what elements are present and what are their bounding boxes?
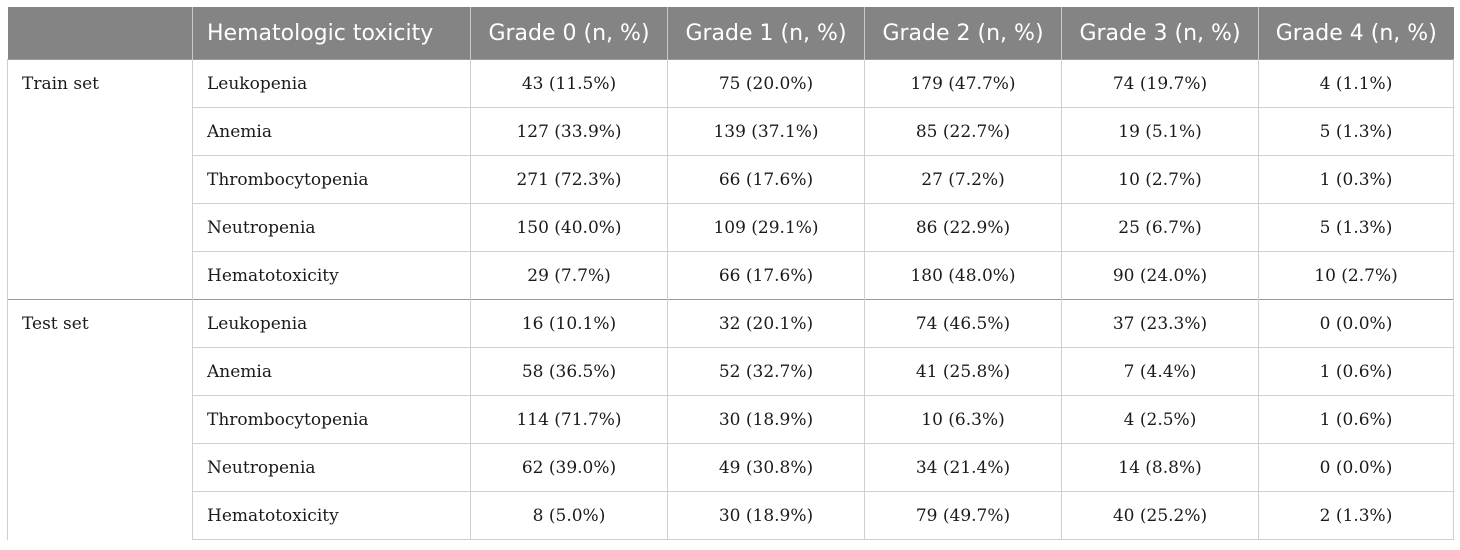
hematologic-toxicity-table: Hematologic toxicity Grade 0 (n, %) Grad… (7, 7, 1454, 540)
cell-grade-1: 109 (29.1%) (667, 203, 865, 252)
cell-grade-4: 1 (0.3%) (1258, 155, 1454, 204)
group-label-train: Train set (7, 59, 193, 300)
cell-grade-4: 5 (1.3%) (1258, 107, 1454, 156)
cell-grade-3: 14 (8.8%) (1061, 443, 1259, 492)
cell-grade-0: 58 (36.5%) (470, 347, 668, 396)
cell-grade-1: 30 (18.9%) (667, 491, 865, 540)
cell-grade-3: 25 (6.7%) (1061, 203, 1259, 252)
cell-grade-1: 52 (32.7%) (667, 347, 865, 396)
cell-grade-1: 66 (17.6%) (667, 155, 865, 204)
header-cell-group (7, 7, 193, 60)
cell-grade-3: 90 (24.0%) (1061, 251, 1259, 300)
cell-grade-2: 86 (22.9%) (864, 203, 1062, 252)
header-cell-grade-3: Grade 3 (n, %) (1061, 7, 1259, 60)
row-name: Thrombocytopenia (192, 155, 471, 204)
cell-grade-2: 85 (22.7%) (864, 107, 1062, 156)
row-name: Hematotoxicity (192, 251, 471, 300)
table-row: Anemia 127 (33.9%) 139 (37.1%) 85 (22.7%… (8, 107, 1454, 156)
cell-grade-1: 30 (18.9%) (667, 395, 865, 444)
cell-grade-0: 271 (72.3%) (470, 155, 668, 204)
table-row: Hematotoxicity 8 (5.0%) 30 (18.9%) 79 (4… (8, 491, 1454, 540)
cell-grade-4: 0 (0.0%) (1258, 299, 1454, 348)
cell-grade-4: 4 (1.1%) (1258, 59, 1454, 108)
cell-grade-4: 0 (0.0%) (1258, 443, 1454, 492)
header-row: Hematologic toxicity Grade 0 (n, %) Grad… (7, 7, 1454, 60)
cell-grade-4: 10 (2.7%) (1258, 251, 1454, 300)
cell-grade-2: 74 (46.5%) (864, 299, 1062, 348)
cell-grade-3: 4 (2.5%) (1061, 395, 1259, 444)
cell-grade-4: 2 (1.3%) (1258, 491, 1454, 540)
cell-grade-4: 5 (1.3%) (1258, 203, 1454, 252)
cell-grade-0: 8 (5.0%) (470, 491, 668, 540)
row-name: Anemia (192, 107, 471, 156)
cell-grade-1: 49 (30.8%) (667, 443, 865, 492)
table-row: Hematotoxicity 29 (7.7%) 66 (17.6%) 180 … (8, 251, 1454, 300)
row-name: Anemia (192, 347, 471, 396)
cell-grade-0: 16 (10.1%) (470, 299, 668, 348)
cell-grade-1: 32 (20.1%) (667, 299, 865, 348)
cell-grade-4: 1 (0.6%) (1258, 395, 1454, 444)
cell-grade-4: 1 (0.6%) (1258, 347, 1454, 396)
cell-grade-0: 29 (7.7%) (470, 251, 668, 300)
cell-grade-3: 19 (5.1%) (1061, 107, 1259, 156)
table-row: Neutropenia 62 (39.0%) 49 (30.8%) 34 (21… (8, 443, 1454, 492)
cell-grade-1: 75 (20.0%) (667, 59, 865, 108)
table-row: Anemia 58 (36.5%) 52 (32.7%) 41 (25.8%) … (8, 347, 1454, 396)
group-label-test: Test set (7, 299, 193, 540)
toxicity-table-container: Hematologic toxicity Grade 0 (n, %) Grad… (7, 7, 1454, 540)
cell-grade-3: 74 (19.7%) (1061, 59, 1259, 108)
cell-grade-2: 79 (49.7%) (864, 491, 1062, 540)
row-name: Leukopenia (192, 59, 471, 108)
cell-grade-1: 66 (17.6%) (667, 251, 865, 300)
cell-grade-2: 34 (21.4%) (864, 443, 1062, 492)
cell-grade-0: 127 (33.9%) (470, 107, 668, 156)
header-cell-toxicity: Hematologic toxicity (192, 7, 471, 60)
cell-grade-2: 179 (47.7%) (864, 59, 1062, 108)
cell-grade-3: 37 (23.3%) (1061, 299, 1259, 348)
row-name: Hematotoxicity (192, 491, 471, 540)
cell-grade-2: 180 (48.0%) (864, 251, 1062, 300)
cell-grade-3: 40 (25.2%) (1061, 491, 1259, 540)
cell-grade-3: 7 (4.4%) (1061, 347, 1259, 396)
cell-grade-2: 41 (25.8%) (864, 347, 1062, 396)
row-name: Neutropenia (192, 443, 471, 492)
cell-grade-0: 62 (39.0%) (470, 443, 668, 492)
cell-grade-2: 27 (7.2%) (864, 155, 1062, 204)
header-cell-grade-4: Grade 4 (n, %) (1258, 7, 1454, 60)
cell-grade-1: 139 (37.1%) (667, 107, 865, 156)
cell-grade-0: 43 (11.5%) (470, 59, 668, 108)
table-row: Neutropenia 150 (40.0%) 109 (29.1%) 86 (… (8, 203, 1454, 252)
cell-grade-2: 10 (6.3%) (864, 395, 1062, 444)
cell-grade-0: 114 (71.7%) (470, 395, 668, 444)
row-name: Leukopenia (192, 299, 471, 348)
header-cell-grade-2: Grade 2 (n, %) (864, 7, 1062, 60)
cell-grade-0: 150 (40.0%) (470, 203, 668, 252)
table-row: Thrombocytopenia 114 (71.7%) 30 (18.9%) … (8, 395, 1454, 444)
cell-grade-3: 10 (2.7%) (1061, 155, 1259, 204)
row-name: Thrombocytopenia (192, 395, 471, 444)
table-row: Train set Leukopenia 43 (11.5%) 75 (20.0… (7, 59, 1454, 300)
header-cell-grade-1: Grade 1 (n, %) (667, 7, 865, 60)
row-name: Neutropenia (192, 203, 471, 252)
header-cell-grade-0: Grade 0 (n, %) (470, 7, 668, 60)
table-row: Thrombocytopenia 271 (72.3%) 66 (17.6%) … (8, 155, 1454, 204)
table-row: Test set Leukopenia 16 (10.1%) 32 (20.1%… (7, 299, 1454, 540)
